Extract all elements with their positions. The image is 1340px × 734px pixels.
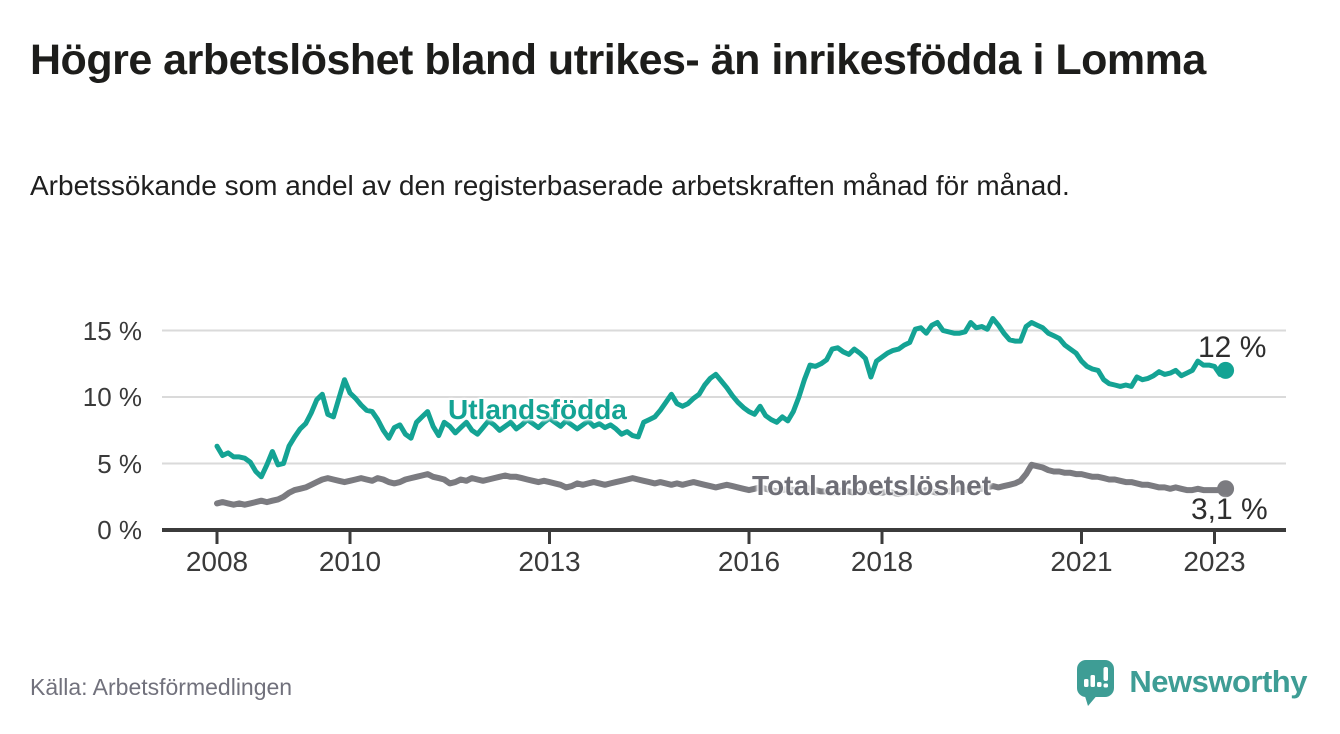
x-tick-label-2010: 2010: [318, 546, 382, 577]
x-axis-line-and-ticks: [162, 528, 1286, 544]
x-tick-label-2008: 2008: [185, 546, 249, 577]
y-tick-label-10: 10 %: [82, 382, 142, 412]
x-tick-label-2018: 2018: [850, 546, 914, 577]
end-dots: [1217, 361, 1235, 498]
y-tick-label-5: 5 %: [97, 448, 142, 479]
data-lines: [214, 316, 1229, 508]
series-label-utlandsfodda: Utlandsfödda: [448, 394, 627, 425]
end-value-label-utlandsfodda: 12 %: [1198, 331, 1267, 364]
x-tick-label-2021: 2021: [1050, 546, 1113, 577]
series-label-total-arbetsloshet: Total arbetslöshet: [752, 470, 992, 501]
y-tick-label-15: 15 %: [82, 315, 142, 346]
page-subtitle: Arbetssökande som andel av den registerb…: [30, 170, 1070, 201]
gridlines: [162, 329, 1286, 465]
newsworthy-logo: Newsworthy: [1074, 658, 1307, 706]
x-tick-label-2013: 2013: [518, 546, 581, 577]
end-value-label-total: 3,1 %: [1191, 493, 1268, 526]
x-tick-label-2023: 2023: [1183, 546, 1246, 577]
source-note: Källa: Arbetsförmedlingen: [30, 674, 293, 700]
speech-bubble-bar-chart-icon: [1077, 660, 1115, 706]
y-tick-label-0: 0 %: [97, 515, 142, 545]
page-title: Högre arbetslöshet bland utrikes- än inr…: [30, 36, 1206, 84]
brand-name: Newsworthy: [1129, 664, 1307, 699]
x-tick-label-2016: 2016: [717, 546, 781, 577]
